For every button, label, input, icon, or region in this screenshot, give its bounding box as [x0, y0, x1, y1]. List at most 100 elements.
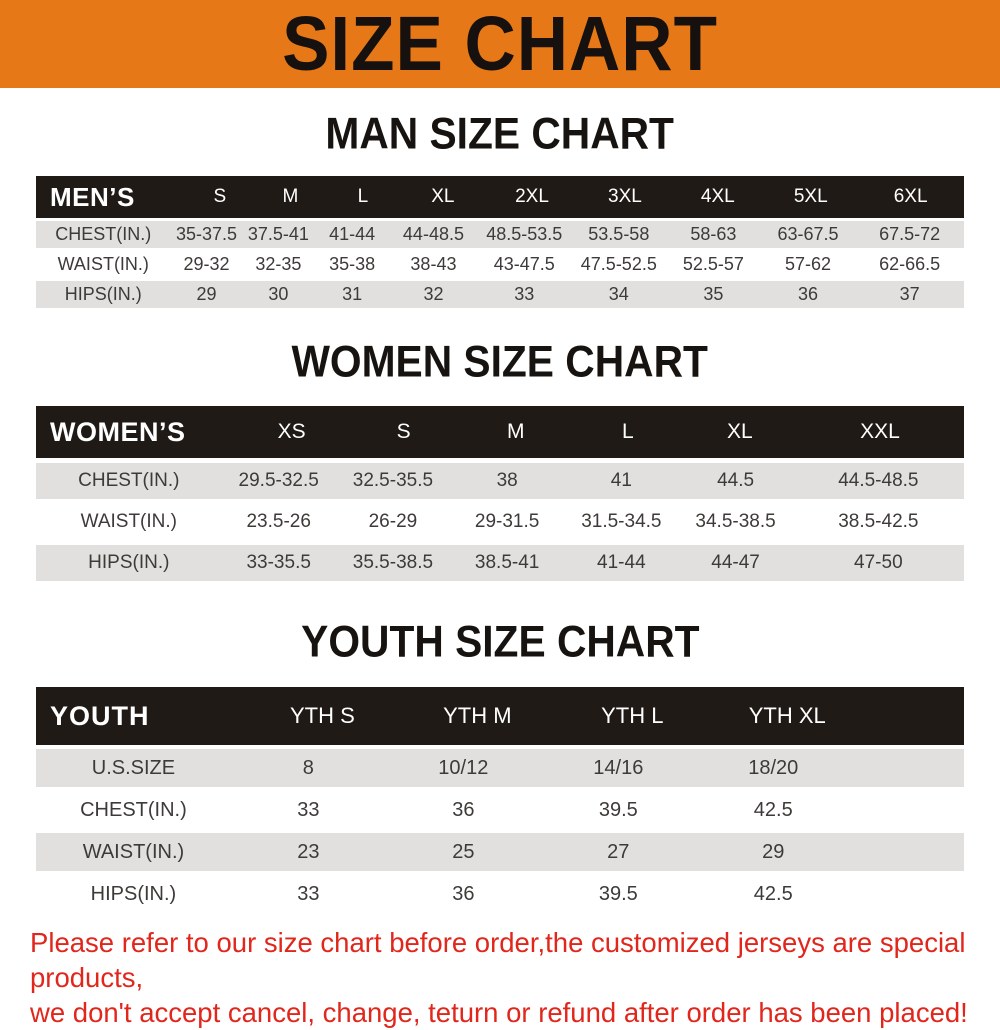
cell: 29.5-32.5 — [238, 470, 319, 491]
cell: 41 — [610, 470, 632, 491]
women-size-table: WOMEN’S XS S M L XL XXL CHEST(IN.) 29.5-… — [36, 406, 964, 581]
cell: 23.5-26 — [246, 511, 311, 532]
cell: 41-44 — [597, 552, 646, 573]
men-table-header-row: MEN’S S M L XL 2XL 3XL 4XL 5XL 6XL — [36, 176, 964, 218]
disclaimer-line-2: we don't accept cancel, change, teturn o… — [30, 997, 968, 1028]
cell: 37.5-41 — [247, 224, 309, 244]
men-waist-row: WAIST(IN.) 29-32 32-35 35-38 38-43 43-47… — [36, 251, 964, 278]
cell: 47-50 — [854, 552, 903, 573]
cell: 38 — [496, 470, 518, 491]
women-col-l: L — [621, 420, 634, 443]
women-col-m: M — [507, 420, 525, 443]
row-label: CHEST(IN.) — [78, 470, 180, 491]
women-col-xl: XL — [727, 420, 753, 443]
women-chest-row: CHEST(IN.) 29.5-32.5 32.5-35.5 38 41 44.… — [36, 463, 964, 499]
cell: 63-67.5 — [777, 224, 839, 244]
cell: 33 — [297, 882, 320, 905]
row-label: WAIST(IN.) — [80, 511, 177, 532]
men-hips-row: HIPS(IN.) 29 30 31 32 33 34 35 36 37 — [36, 281, 964, 308]
cell: 26-29 — [368, 511, 418, 532]
cell: 36 — [452, 798, 475, 821]
cell: 44.5-48.5 — [838, 470, 919, 491]
row-label: WAIST(IN.) — [82, 840, 185, 863]
disclaimer-note: Please refer to our size chart before or… — [0, 925, 1000, 1030]
cell: 33 — [297, 798, 320, 821]
men-size-table: MEN’S S M L XL 2XL 3XL 4XL 5XL 6XL CHEST… — [36, 176, 964, 308]
men-col-2xl: 2XL — [515, 186, 549, 207]
cell: 42.5 — [753, 798, 793, 821]
cell: 48.5-53.5 — [486, 224, 563, 244]
cell: 35.5-38.5 — [352, 552, 434, 573]
women-section-title: WOMEN SIZE CHART — [291, 336, 709, 387]
men-header-label: MEN’S — [50, 181, 135, 212]
cell: 29 — [196, 284, 217, 304]
cell: 8 — [302, 756, 314, 779]
men-col-s: S — [213, 186, 227, 207]
women-col-xxl: XXL — [860, 420, 900, 443]
cell: 23 — [297, 840, 320, 863]
men-col-3xl: 3XL — [608, 186, 642, 207]
cell: 39.5 — [598, 798, 638, 821]
cell: 35-37.5 — [175, 224, 238, 244]
page-title: SIZE CHART — [282, 0, 718, 87]
cell: 31 — [342, 284, 363, 304]
cell: 36 — [452, 882, 475, 905]
men-col-4xl: 4XL — [700, 186, 735, 207]
row-filler — [851, 749, 964, 787]
cell: 47.5-52.5 — [580, 254, 657, 274]
cell: 57-62 — [784, 254, 831, 274]
cell: 29-32 — [183, 254, 230, 274]
cell: 33-35.5 — [246, 552, 311, 573]
cell: 32 — [423, 284, 444, 304]
row-label: WAIST(IN.) — [57, 254, 149, 274]
men-chest-row: CHEST(IN.) 35-37.5 37.5-41 41-44 44-48.5… — [36, 221, 964, 248]
row-label: HIPS(IN.) — [90, 882, 177, 905]
cell: 25 — [452, 840, 475, 863]
youth-header-label: YOUTH — [50, 700, 150, 731]
cell: 32.5-35.5 — [352, 470, 434, 491]
men-col-l: L — [357, 186, 369, 207]
cell: 35-38 — [329, 254, 376, 274]
youth-section-title: YOUTH SIZE CHART — [300, 616, 700, 667]
women-header-label: WOMEN’S — [50, 416, 186, 447]
row-label: HIPS(IN.) — [88, 552, 170, 573]
row-filler — [851, 833, 964, 871]
men-col-5xl: 5XL — [793, 186, 828, 207]
men-col-m: M — [282, 186, 299, 207]
cell: 67.5-72 — [879, 224, 941, 244]
women-col-xs: XS — [277, 420, 306, 443]
banner: SIZE CHART — [0, 0, 1000, 88]
cell: 29-31.5 — [474, 511, 540, 532]
men-col-xl: XL — [431, 186, 455, 207]
cell: 62-66.5 — [879, 254, 941, 274]
youth-col-yth-m: YTH M — [443, 703, 512, 728]
cell: 42.5 — [753, 882, 793, 905]
cell: 38.5-41 — [474, 552, 540, 573]
cell: 38-43 — [410, 254, 457, 274]
youth-size-table: YOUTH YTH S YTH M YTH L YTH XL U.S.SIZE … — [36, 687, 964, 913]
cell: 52.5-57 — [682, 254, 744, 274]
cell: 35 — [703, 284, 724, 304]
women-table-header-row: WOMEN’S XS S M L XL XXL — [36, 406, 964, 458]
cell: 44.5 — [717, 470, 755, 491]
row-label: CHEST(IN.) — [80, 798, 187, 821]
men-col-6xl: 6XL — [893, 186, 928, 207]
row-label: U.S.SIZE — [91, 756, 176, 779]
cell: 18/20 — [748, 756, 799, 779]
row-filler — [851, 875, 964, 913]
cell: 53.5-58 — [588, 224, 650, 244]
cell: 33 — [514, 284, 535, 304]
cell: 38.5-42.5 — [838, 511, 919, 532]
youth-col-yth-s: YTH S — [289, 703, 355, 728]
cell: 34.5-38.5 — [695, 511, 776, 532]
cell: 14/16 — [593, 756, 644, 779]
cell: 44-47 — [711, 552, 760, 573]
cell: 34 — [608, 284, 629, 304]
women-hips-row: HIPS(IN.) 33-35.5 35.5-38.5 38.5-41 41-4… — [36, 545, 964, 581]
cell: 36 — [797, 284, 818, 304]
row-label: HIPS(IN.) — [64, 284, 142, 304]
cell: 58-63 — [690, 224, 737, 244]
youth-table-header-row: YOUTH YTH S YTH M YTH L YTH XL — [36, 687, 964, 745]
cell: 44-48.5 — [402, 224, 464, 244]
header-filler — [865, 687, 964, 745]
